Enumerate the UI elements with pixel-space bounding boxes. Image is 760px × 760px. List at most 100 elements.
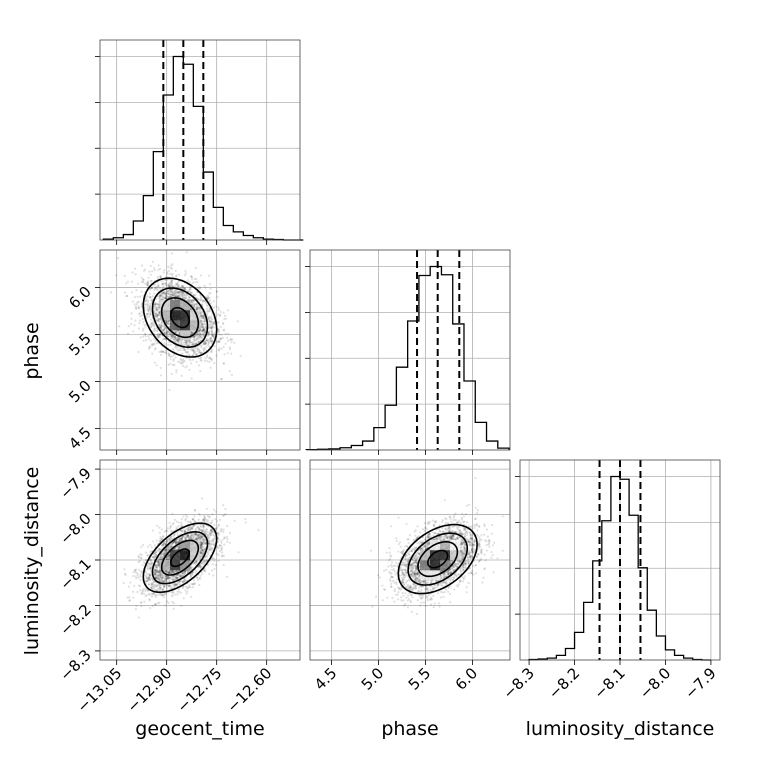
sample-point — [144, 303, 147, 306]
sample-point — [200, 323, 203, 326]
sample-point — [162, 271, 165, 274]
sample-point — [148, 295, 151, 299]
sample-point — [195, 353, 198, 356]
sample-point — [196, 306, 200, 309]
sample-point — [139, 315, 142, 318]
sample-point — [208, 572, 211, 576]
sample-point — [146, 295, 149, 298]
sample-point — [227, 332, 230, 335]
sample-point — [136, 590, 139, 594]
sample-point — [155, 566, 159, 569]
sample-point — [218, 333, 221, 336]
sample-point — [222, 345, 225, 349]
sample-point — [226, 336, 229, 339]
sample-point — [169, 285, 172, 288]
sample-point — [158, 313, 161, 316]
sample-point — [156, 308, 160, 311]
sample-point — [206, 310, 209, 313]
sample-point — [140, 290, 143, 293]
y-tick-label: 5.5 — [65, 330, 95, 360]
sample-point — [193, 350, 196, 353]
sample-point — [123, 274, 126, 277]
sample-point — [153, 544, 156, 547]
sample-point — [156, 524, 159, 527]
sample-point — [172, 591, 175, 594]
sample-point — [148, 346, 152, 349]
sample-point — [160, 293, 163, 297]
sample-point — [176, 339, 179, 342]
sample-point — [145, 551, 148, 554]
sample-point — [200, 320, 203, 323]
sample-point — [217, 306, 220, 309]
sample-point — [185, 592, 188, 595]
sample-point — [135, 303, 139, 306]
sample-point — [159, 366, 162, 370]
sample-point — [199, 274, 203, 277]
sample-point — [146, 315, 149, 318]
sample-point — [209, 340, 212, 343]
sample-point — [217, 308, 220, 311]
sample-point — [169, 527, 172, 530]
sample-point — [158, 294, 161, 297]
sample-point — [204, 286, 207, 289]
sample-point — [220, 377, 223, 381]
sample-point — [230, 373, 233, 377]
sample-point — [149, 339, 152, 342]
sample-point — [135, 604, 138, 607]
sample-point — [223, 329, 226, 332]
sample-point — [164, 294, 167, 297]
sample-point — [153, 288, 156, 291]
sample-point — [175, 282, 178, 285]
sample-point — [200, 356, 203, 359]
sample-point — [165, 295, 168, 298]
sample-point — [189, 275, 192, 278]
sample-point — [172, 293, 175, 296]
sample-point — [209, 357, 212, 360]
sample-point — [211, 538, 214, 541]
sample-point — [167, 343, 170, 346]
sample-point — [193, 303, 196, 306]
sample-point — [182, 515, 185, 518]
sample-point — [197, 297, 200, 301]
sample-point — [194, 339, 197, 342]
sample-point — [154, 595, 157, 599]
sample-point — [137, 300, 140, 303]
sample-point — [161, 297, 165, 300]
sample-point — [199, 332, 202, 336]
sample-point — [190, 291, 194, 294]
sample-point — [223, 318, 226, 321]
sample-point — [159, 326, 162, 329]
sample-point — [206, 354, 209, 357]
sample-point — [166, 322, 170, 325]
sample-point — [224, 342, 227, 345]
sample-point — [198, 338, 201, 341]
sample-point — [207, 342, 210, 345]
sample-point — [171, 523, 174, 526]
sample-point — [139, 295, 142, 298]
sample-point — [140, 592, 143, 595]
sample-point — [158, 267, 162, 270]
sample-point — [218, 340, 221, 344]
sample-point — [192, 351, 196, 354]
sample-point — [182, 287, 185, 290]
sample-point — [168, 333, 171, 336]
sample-point — [226, 538, 229, 541]
sample-point — [142, 339, 145, 342]
sample-point — [176, 283, 179, 286]
sample-point — [153, 551, 157, 555]
sample-point — [160, 576, 163, 579]
sample-point — [141, 564, 144, 567]
sample-point — [236, 320, 239, 323]
sample-point — [142, 543, 145, 547]
sample-point — [127, 585, 130, 588]
sample-point — [168, 354, 171, 357]
sample-point — [164, 297, 167, 300]
sample-point — [220, 527, 223, 531]
sample-point — [229, 338, 232, 341]
sample-point — [185, 339, 189, 343]
sample-point — [131, 291, 134, 294]
sample-point — [208, 310, 211, 313]
sample-point — [142, 278, 145, 281]
sample-point — [177, 284, 180, 287]
sample-point — [161, 329, 164, 333]
